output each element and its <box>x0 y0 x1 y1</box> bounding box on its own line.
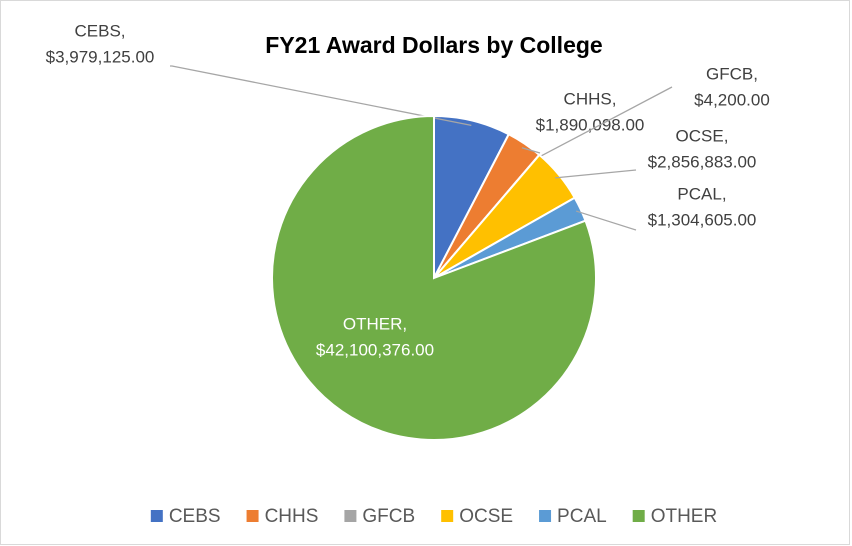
legend-swatch <box>632 510 645 522</box>
leader-line <box>555 169 637 179</box>
data-label-name: OCSE, <box>676 126 729 145</box>
data-label-name: GFCB, <box>706 64 758 83</box>
data-label-value: $42,100,376.00 <box>316 340 434 359</box>
legend-swatch <box>441 510 454 522</box>
data-label-name: PCAL, <box>677 184 726 203</box>
leader-line <box>170 65 472 126</box>
data-label-name: CEBS, <box>74 21 125 40</box>
data-label-value: $3,979,125.00 <box>46 47 155 66</box>
legend-label: CHHS <box>265 506 319 527</box>
legend-label: OTHER <box>651 506 718 527</box>
legend-label: OCSE <box>459 506 513 527</box>
legend-label: CEBS <box>169 506 221 527</box>
legend-label: GFCB <box>362 506 415 527</box>
legend-swatch <box>246 510 259 522</box>
data-label-name: CHHS, <box>564 89 617 108</box>
data-label-name: OTHER, <box>343 314 407 333</box>
legend-swatch <box>344 510 357 522</box>
data-label-value: $1,890,098.00 <box>536 115 645 134</box>
legend-swatch <box>150 510 163 522</box>
legend-swatch <box>539 510 552 522</box>
data-label-value: $1,304,605.00 <box>648 210 757 229</box>
leader-line <box>535 86 673 160</box>
leader-line <box>575 210 637 231</box>
data-label-value: $2,856,883.00 <box>648 152 757 171</box>
leader-line <box>521 147 541 154</box>
data-label-value: $4,200.00 <box>694 90 770 109</box>
pie-slice <box>271 114 597 441</box>
chart-title: FY21 Award Dollars by College <box>265 32 602 58</box>
legend-label: PCAL <box>557 506 607 527</box>
